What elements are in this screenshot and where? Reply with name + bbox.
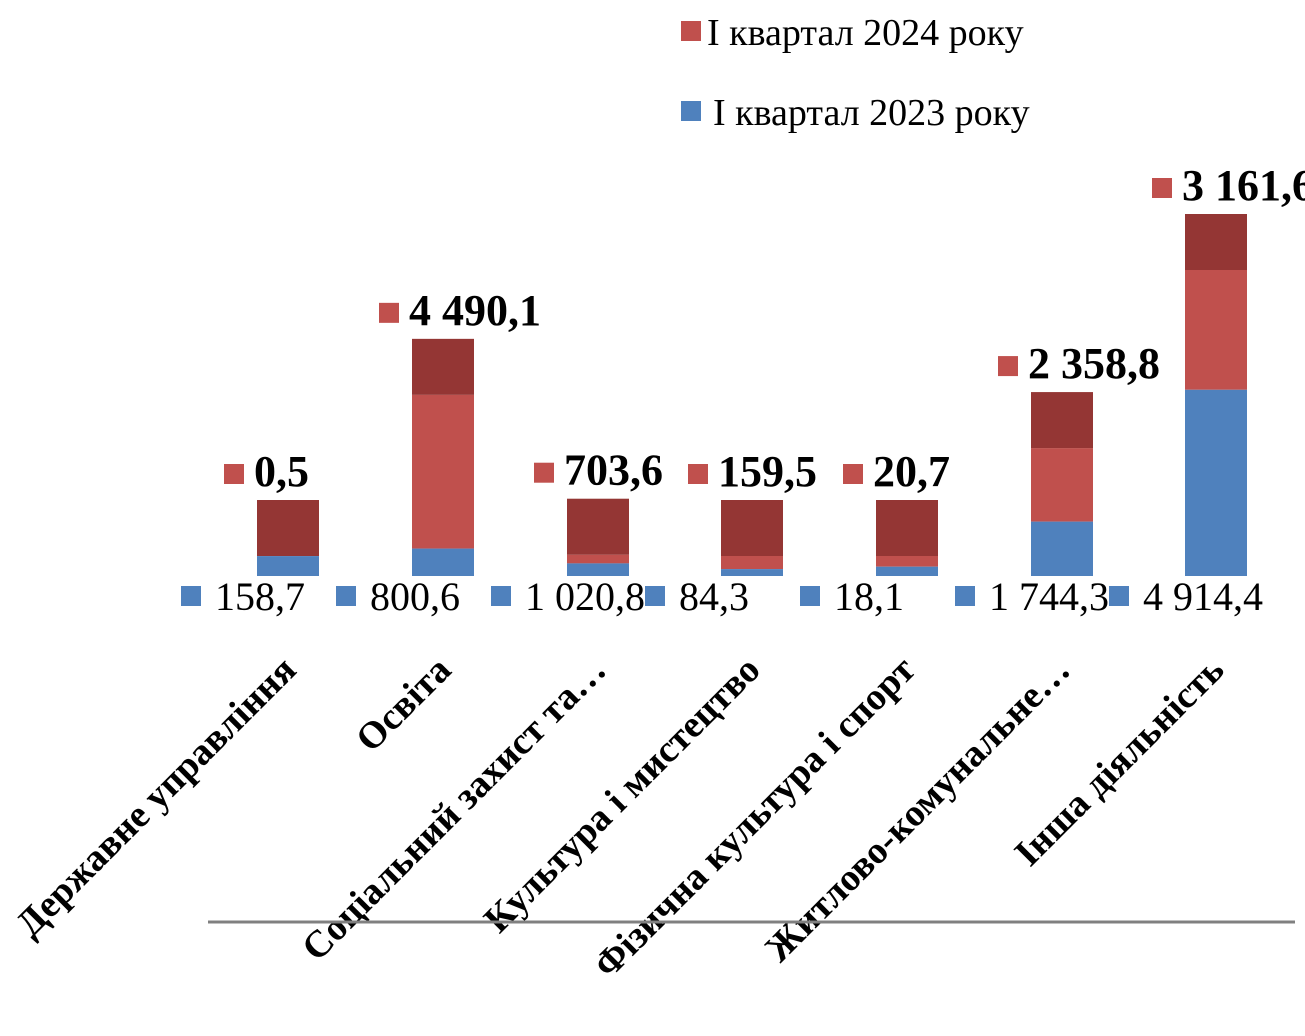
bar-2023-segment xyxy=(1031,522,1093,576)
bar-2024-segment xyxy=(1031,448,1093,522)
bar-2024-segment xyxy=(1185,270,1247,390)
label-marker-2024 xyxy=(224,464,244,484)
label-marker-2023 xyxy=(645,586,665,606)
bar-2023-segment xyxy=(257,556,319,576)
data-labels-2024: 0,5 4 490,1 703,6 159,5 20,7 2 358,8 3 161,6 xyxy=(224,161,1305,496)
legend-swatch-2023 xyxy=(681,101,701,121)
legend-label-2023: І квартал 2023 року xyxy=(713,92,1030,134)
label-marker-2023 xyxy=(491,586,511,606)
data-labels-2023: 158,7 800,6 1 020,8 84,3 18,1 1 744,3 4 914,4 xyxy=(181,574,1263,619)
data-label-2023: 4 914,4 xyxy=(1143,574,1263,619)
data-label-2023: 800,6 xyxy=(370,574,460,619)
bar-top-cap xyxy=(1185,214,1247,270)
legend: І квартал 2024 року І квартал 2023 року xyxy=(681,12,1030,134)
category-label: Освіта xyxy=(348,649,459,760)
data-label-2024: 20,7 xyxy=(873,447,950,496)
bar-2023-segment xyxy=(1185,390,1247,576)
bar-2024-segment xyxy=(567,555,629,564)
bar-2024-segment xyxy=(412,395,474,549)
category-label: Культура і мистецтво xyxy=(476,649,768,941)
label-marker-2024 xyxy=(688,464,708,484)
category-label: Фізична культура і спорт xyxy=(586,648,924,986)
bar-top-cap xyxy=(412,339,474,395)
bar-top-cap xyxy=(721,500,783,556)
bar-top-cap xyxy=(1031,392,1093,448)
data-label-2024: 2 358,8 xyxy=(1028,339,1160,388)
label-marker-2023 xyxy=(336,586,356,606)
label-marker-2024 xyxy=(998,356,1018,376)
label-marker-2023 xyxy=(800,586,820,606)
category-label: Державне управління xyxy=(8,649,304,945)
label-marker-2023 xyxy=(955,586,975,606)
label-marker-2023 xyxy=(1109,586,1129,606)
data-label-2024: 4 490,1 xyxy=(409,286,541,335)
bar-2023-segment xyxy=(412,549,474,576)
bar-2024-segment xyxy=(876,556,938,567)
data-label-2023: 158,7 xyxy=(215,574,305,619)
data-label-2024: 0,5 xyxy=(254,447,309,496)
data-label-2023: 18,1 xyxy=(834,574,904,619)
data-label-2024: 159,5 xyxy=(718,447,817,496)
legend-label-2024: І квартал 2024 року xyxy=(707,12,1024,54)
data-label-2023: 84,3 xyxy=(679,574,749,619)
label-marker-2024 xyxy=(534,463,554,483)
bar-top-cap xyxy=(567,499,629,555)
label-marker-2024 xyxy=(843,464,863,484)
bar-top-cap xyxy=(257,500,319,556)
data-label-2024: 3 161,6 xyxy=(1182,161,1305,210)
label-marker-2024 xyxy=(1152,178,1172,198)
data-label-2023: 1 020,8 xyxy=(525,574,645,619)
data-label-2024: 703,6 xyxy=(564,446,663,495)
label-marker-2023 xyxy=(181,586,201,606)
data-label-2023: 1 744,3 xyxy=(989,574,1109,619)
bar-top-cap xyxy=(876,500,938,556)
legend-swatch-2024 xyxy=(681,21,701,41)
label-marker-2024 xyxy=(379,303,399,323)
bar-2024-segment xyxy=(721,556,783,569)
bars xyxy=(257,214,1247,576)
